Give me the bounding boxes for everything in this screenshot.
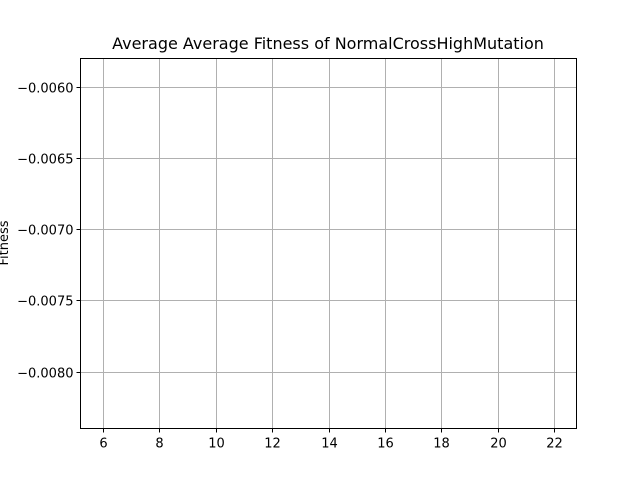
y-axis-label: Fitness [0, 220, 12, 265]
grid-lines [80, 58, 577, 429]
x-tick-label: 10 [208, 437, 225, 452]
x-tick-label: 18 [433, 437, 450, 452]
y-tick-label: −0.0080 [17, 367, 73, 382]
x-axis: 6 8 10 12 14 16 18 20 22 [99, 428, 563, 452]
x-tick-label: 16 [377, 437, 394, 452]
x-tick-label: 12 [264, 437, 281, 452]
y-tick-label: −0.0075 [17, 295, 73, 310]
y-tick-label: −0.0070 [17, 224, 73, 239]
x-tick-label: 22 [546, 437, 563, 452]
y-axis: −0.0060 −0.0065 −0.0070 −0.0075 −0.0080 [17, 82, 81, 382]
x-tick-label: 8 [155, 437, 163, 452]
x-tick-label: 14 [321, 437, 338, 452]
x-tick-label: 20 [490, 437, 507, 452]
y-tick-label: −0.0065 [17, 153, 73, 168]
x-tick-label: 6 [99, 437, 107, 452]
plot-area [80, 58, 577, 429]
chart-title: Average Average Fitness of NormalCrossHi… [112, 34, 544, 53]
y-tick-label: −0.0060 [17, 82, 73, 97]
